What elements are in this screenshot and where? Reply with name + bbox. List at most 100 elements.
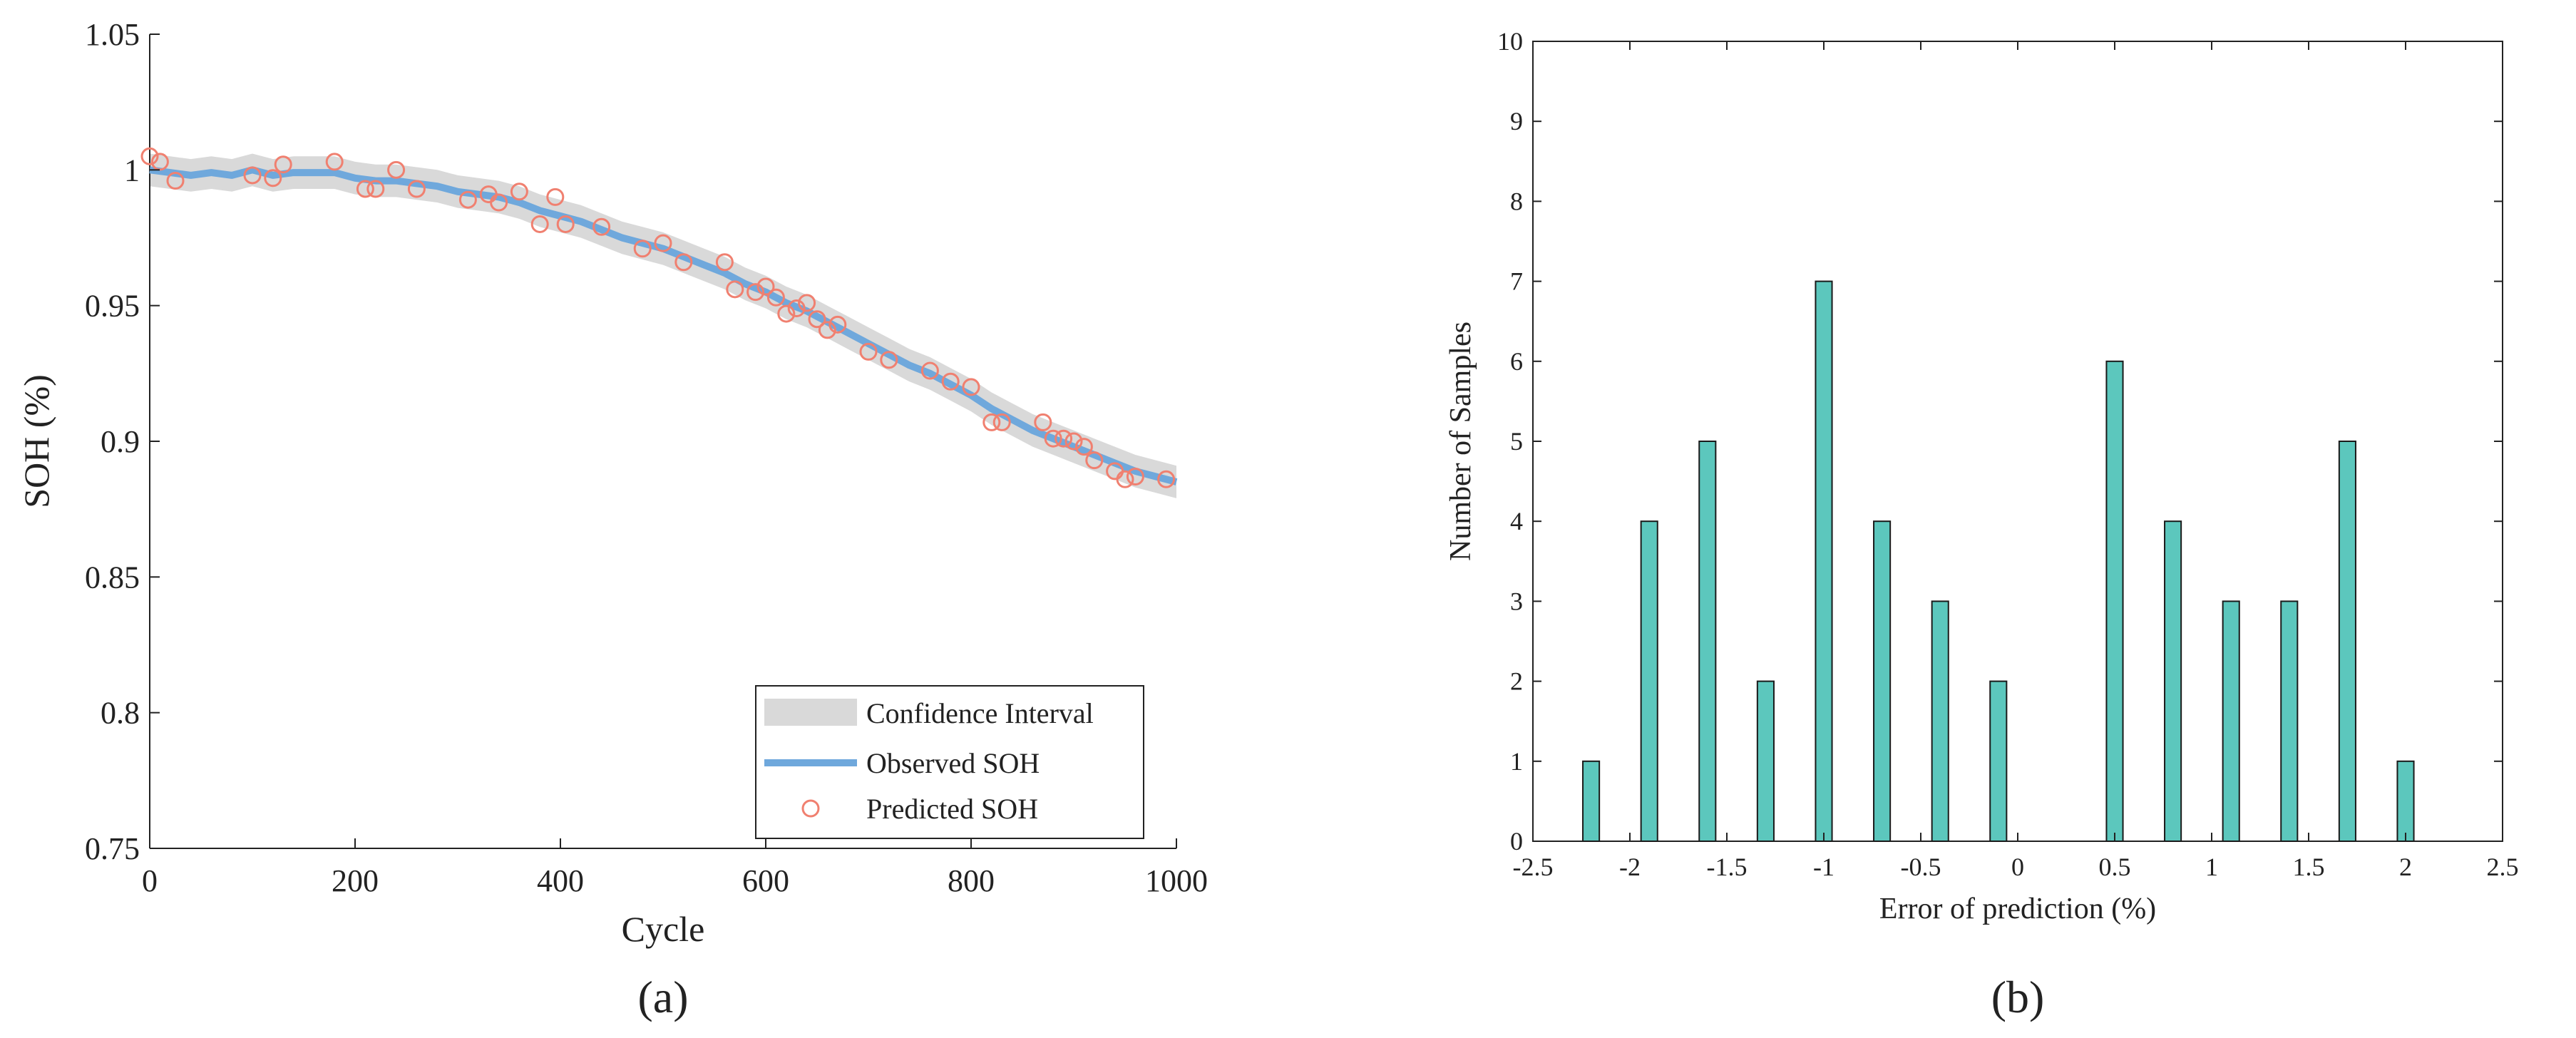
x-tick-label: 1.5 [2293, 853, 2325, 881]
predicted-soh-point [1064, 432, 1083, 451]
x-tick-label: -2.5 [1513, 853, 1554, 881]
predicted-soh-point [458, 190, 477, 209]
legend-predicted-marker [801, 799, 820, 818]
predicted-soh-point [818, 321, 836, 339]
predicted-soh-point [140, 147, 159, 165]
predicted-soh-point [880, 351, 898, 369]
predicted-soh-point [859, 342, 878, 361]
x-tick-label: -1 [1813, 853, 1834, 881]
panel-a-label: (a) [637, 972, 688, 1022]
predicted-soh-point [166, 172, 185, 190]
histogram-bar [2164, 520, 2182, 842]
predicted-soh-point [962, 378, 980, 396]
y-tick-label: 0.9 [101, 424, 140, 459]
y-tick-label: 2 [1510, 667, 1523, 696]
predicted-soh-point [726, 280, 744, 299]
y-tick-label: 4 [1510, 507, 1523, 535]
predicted-soh-point [592, 217, 611, 236]
y-tick-label: 8 [1510, 187, 1523, 215]
predicted-soh-point [674, 253, 693, 272]
legend-entry-predicted: Predicted SOH [866, 793, 1038, 825]
panel-b-x-axis-label: Error of prediction (%) [1879, 893, 2156, 925]
panel-a-x-axis-label: Cycle [622, 909, 705, 949]
predicted-soh-point [941, 372, 960, 391]
x-tick-label: 1 [2205, 853, 2218, 881]
x-tick-label: -0.5 [1901, 853, 1941, 881]
predicted-soh-point [1157, 470, 1176, 488]
y-tick-label: 10 [1497, 27, 1523, 56]
x-tick-label: 1000 [1145, 863, 1208, 898]
panel-b-error-histogram: -2.5 -2 -1.5 -1 -0.5 0 0.5 1 1.5 2 2.5 0 1 2 3 4 5 6 7 8 9 10… [1444, 27, 2519, 1022]
histogram-bar [1582, 760, 1601, 843]
histogram-bar [1640, 520, 1658, 842]
x-tick-label: 0 [2011, 853, 2024, 881]
predicted-soh-point [243, 166, 262, 185]
panel-b-axes [1532, 41, 2503, 842]
panel-b-label: (b) [1991, 972, 2045, 1022]
y-tick-label: 0.75 [85, 831, 140, 866]
panel-a-ticks: 0 200 400 600 800 1000 0.75 0.8 0.85 0.9 0.95 1 1.05 [85, 17, 1208, 898]
predicted-soh-point [366, 180, 385, 198]
predicted-soh-point [150, 153, 169, 171]
predicted-soh-point [530, 215, 549, 233]
histogram-bars-layer [1582, 280, 2415, 843]
x-tick-label: 200 [332, 863, 379, 898]
y-tick-label: 1 [124, 153, 140, 187]
x-tick-label: 0 [142, 863, 158, 898]
predicted-soh-point [654, 234, 672, 252]
panel-b-ticks: -2.5 -2 -1.5 -1 -0.5 0 0.5 1 1.5 2 2.5 0 1 2 3 4 5 6 7 8 9 10 [1497, 27, 2519, 881]
predicted-series-layer [140, 147, 1176, 488]
histogram-bar [1698, 441, 1717, 842]
legend-entry-confidence: Confidence Interval [866, 697, 1094, 729]
predicted-soh-point [274, 155, 292, 174]
predicted-soh-point [556, 215, 575, 233]
predicted-soh-point [787, 299, 806, 317]
x-tick-label: 2.5 [2487, 853, 2519, 881]
confidence-interval-layer [150, 153, 1176, 498]
predicted-soh-point [1054, 429, 1073, 448]
predicted-soh-point [777, 304, 796, 323]
predicted-soh-point [387, 160, 406, 179]
predicted-soh-point [766, 288, 785, 307]
histogram-bar [2222, 600, 2240, 843]
x-tick-label: 800 [948, 863, 995, 898]
x-tick-label: 0.5 [2099, 853, 2131, 881]
predicted-soh-point [1034, 413, 1052, 431]
predicted-soh-point [982, 413, 1001, 431]
histogram-bar [1815, 280, 1833, 843]
y-tick-label: 0.8 [101, 696, 140, 731]
x-tick-label: -1.5 [1707, 853, 1748, 881]
predicted-soh-point [746, 283, 765, 302]
y-tick-label: 3 [1510, 587, 1523, 615]
x-tick-label: 600 [742, 863, 789, 898]
y-tick-label: 0 [1510, 827, 1523, 855]
histogram-bar [1756, 680, 1775, 842]
histogram-bar [2396, 760, 2415, 843]
x-tick-label: -2 [1619, 853, 1641, 881]
predicted-soh-point [1085, 451, 1104, 470]
predicted-soh-point [715, 253, 734, 272]
panel-a-soh-chart: 0 200 400 600 800 1000 0.75 0.8 0.85 0.9 0.95 1 1.05… [16, 17, 1208, 1022]
x-tick-label: 2 [2399, 853, 2412, 881]
predicted-soh-point [828, 315, 847, 334]
y-tick-label: 1 [1510, 747, 1523, 776]
histogram-bar [1931, 600, 1949, 843]
histogram-bar [1873, 520, 1892, 842]
predicted-soh-point [1044, 429, 1062, 448]
y-tick-label: 7 [1510, 267, 1523, 296]
predicted-soh-point [490, 193, 508, 212]
y-tick-label: 1.05 [85, 17, 140, 52]
y-tick-label: 5 [1510, 427, 1523, 456]
confidence-band [150, 153, 1176, 498]
y-tick-label: 0.85 [85, 560, 140, 595]
panel-a-y-axis-label: SOH (%) [16, 374, 56, 508]
x-tick-label: 400 [537, 863, 584, 898]
histogram-bar [2338, 441, 2356, 842]
predicted-soh-point [1074, 438, 1093, 456]
predicted-soh-point [356, 180, 374, 198]
predicted-soh-point [808, 310, 826, 329]
predicted-soh-point [920, 361, 939, 380]
predicted-soh-point [633, 240, 652, 258]
histogram-bar [2280, 600, 2299, 843]
